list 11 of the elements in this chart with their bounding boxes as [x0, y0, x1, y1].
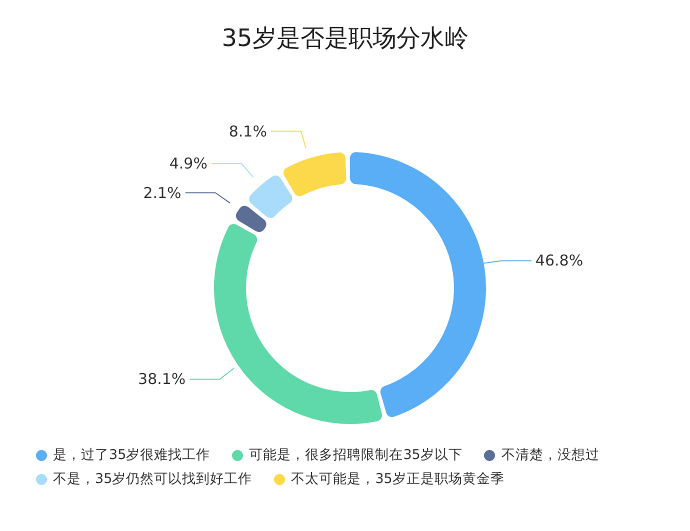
- legend-label: 不清楚，没想过: [501, 446, 600, 464]
- data-label: 4.9%: [169, 154, 208, 173]
- data-label: 46.8%: [535, 252, 584, 270]
- data-label: 38.1%: [138, 370, 186, 388]
- legend-label: 不太可能是，35岁正是职场黄金季: [291, 470, 504, 488]
- legend-label: 可能是，很多招聘限制在35岁以下: [249, 446, 462, 464]
- chart-title: 35岁是否是职场分水岭: [220, 23, 470, 54]
- legend-label: 是，过了35岁很难找工作: [53, 446, 210, 464]
- legend-label: 不是，35岁仍然可以找到好工作: [53, 470, 252, 488]
- data-label: 8.1%: [228, 122, 267, 140]
- data-label: 2.1%: [143, 184, 182, 202]
